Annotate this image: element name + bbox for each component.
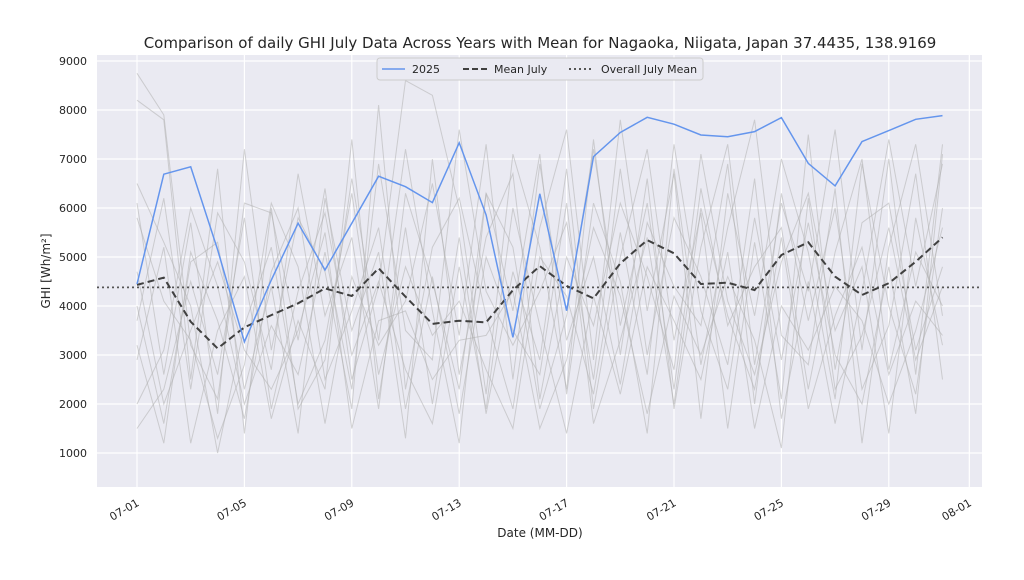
y-tick-label: 8000 — [59, 104, 87, 117]
legend: 2025 Mean July Overall July Mean — [376, 57, 704, 81]
background-year-line — [136, 144, 943, 440]
y-tick-label: 3000 — [59, 349, 87, 362]
grid — [97, 55, 982, 487]
x-tick-label: 08-01 — [940, 496, 974, 523]
y-tick-label: 9000 — [59, 55, 87, 68]
legend-label-mean: Mean July — [494, 63, 548, 76]
y-tick-label: 6000 — [59, 202, 87, 215]
x-axis-label: Date (MM-DD) — [497, 526, 582, 540]
x-tick-label: 07-13 — [430, 496, 464, 523]
x-tick-label: 07-09 — [322, 496, 356, 523]
x-tick-label: 07-01 — [107, 496, 141, 523]
background-year-line — [136, 198, 943, 449]
background-year-line — [136, 105, 943, 419]
background-year-line — [136, 134, 943, 444]
background-year-line — [136, 203, 943, 444]
x-tick-label: 07-21 — [644, 496, 678, 523]
x-tick-labels: 07-01 07-05 07-09 07-13 07-17 07-21 07-25 07-29… — [107, 496, 974, 523]
background-year-line — [136, 144, 943, 454]
series-lines — [136, 114, 944, 350]
x-tick-label: 07-29 — [859, 496, 893, 523]
y-tick-labels: 1000 2000 3000 4000 5000 6000 7000 8000 9000 — [59, 55, 87, 460]
x-tick-label: 07-05 — [215, 496, 249, 523]
legend-box — [376, 57, 704, 81]
background-year-line — [136, 129, 943, 424]
y-tick-label: 7000 — [59, 153, 87, 166]
background-year-line — [136, 73, 943, 409]
series-2025-line — [136, 114, 943, 345]
background-year-line — [136, 149, 943, 410]
y-tick-label: 4000 — [59, 300, 87, 313]
mean-july-line — [136, 236, 944, 350]
y-tick-label: 2000 — [59, 398, 87, 411]
y-tick-label: 5000 — [59, 251, 87, 264]
legend-label-2025: 2025 — [412, 63, 440, 76]
legend-label-overall-mean: Overall July Mean — [601, 63, 697, 76]
background-year-line — [136, 207, 943, 434]
background-year-line — [136, 99, 943, 444]
chart-title: Comparison of daily GHI July Data Across… — [144, 34, 937, 52]
x-tick-label: 07-25 — [752, 496, 786, 523]
x-tick-label: 07-17 — [537, 496, 571, 523]
y-axis-label: GHI [Wh/m²] — [39, 233, 53, 308]
background-year-line — [136, 154, 943, 439]
y-tick-label: 1000 — [59, 447, 87, 460]
background-year-lines — [136, 73, 943, 454]
